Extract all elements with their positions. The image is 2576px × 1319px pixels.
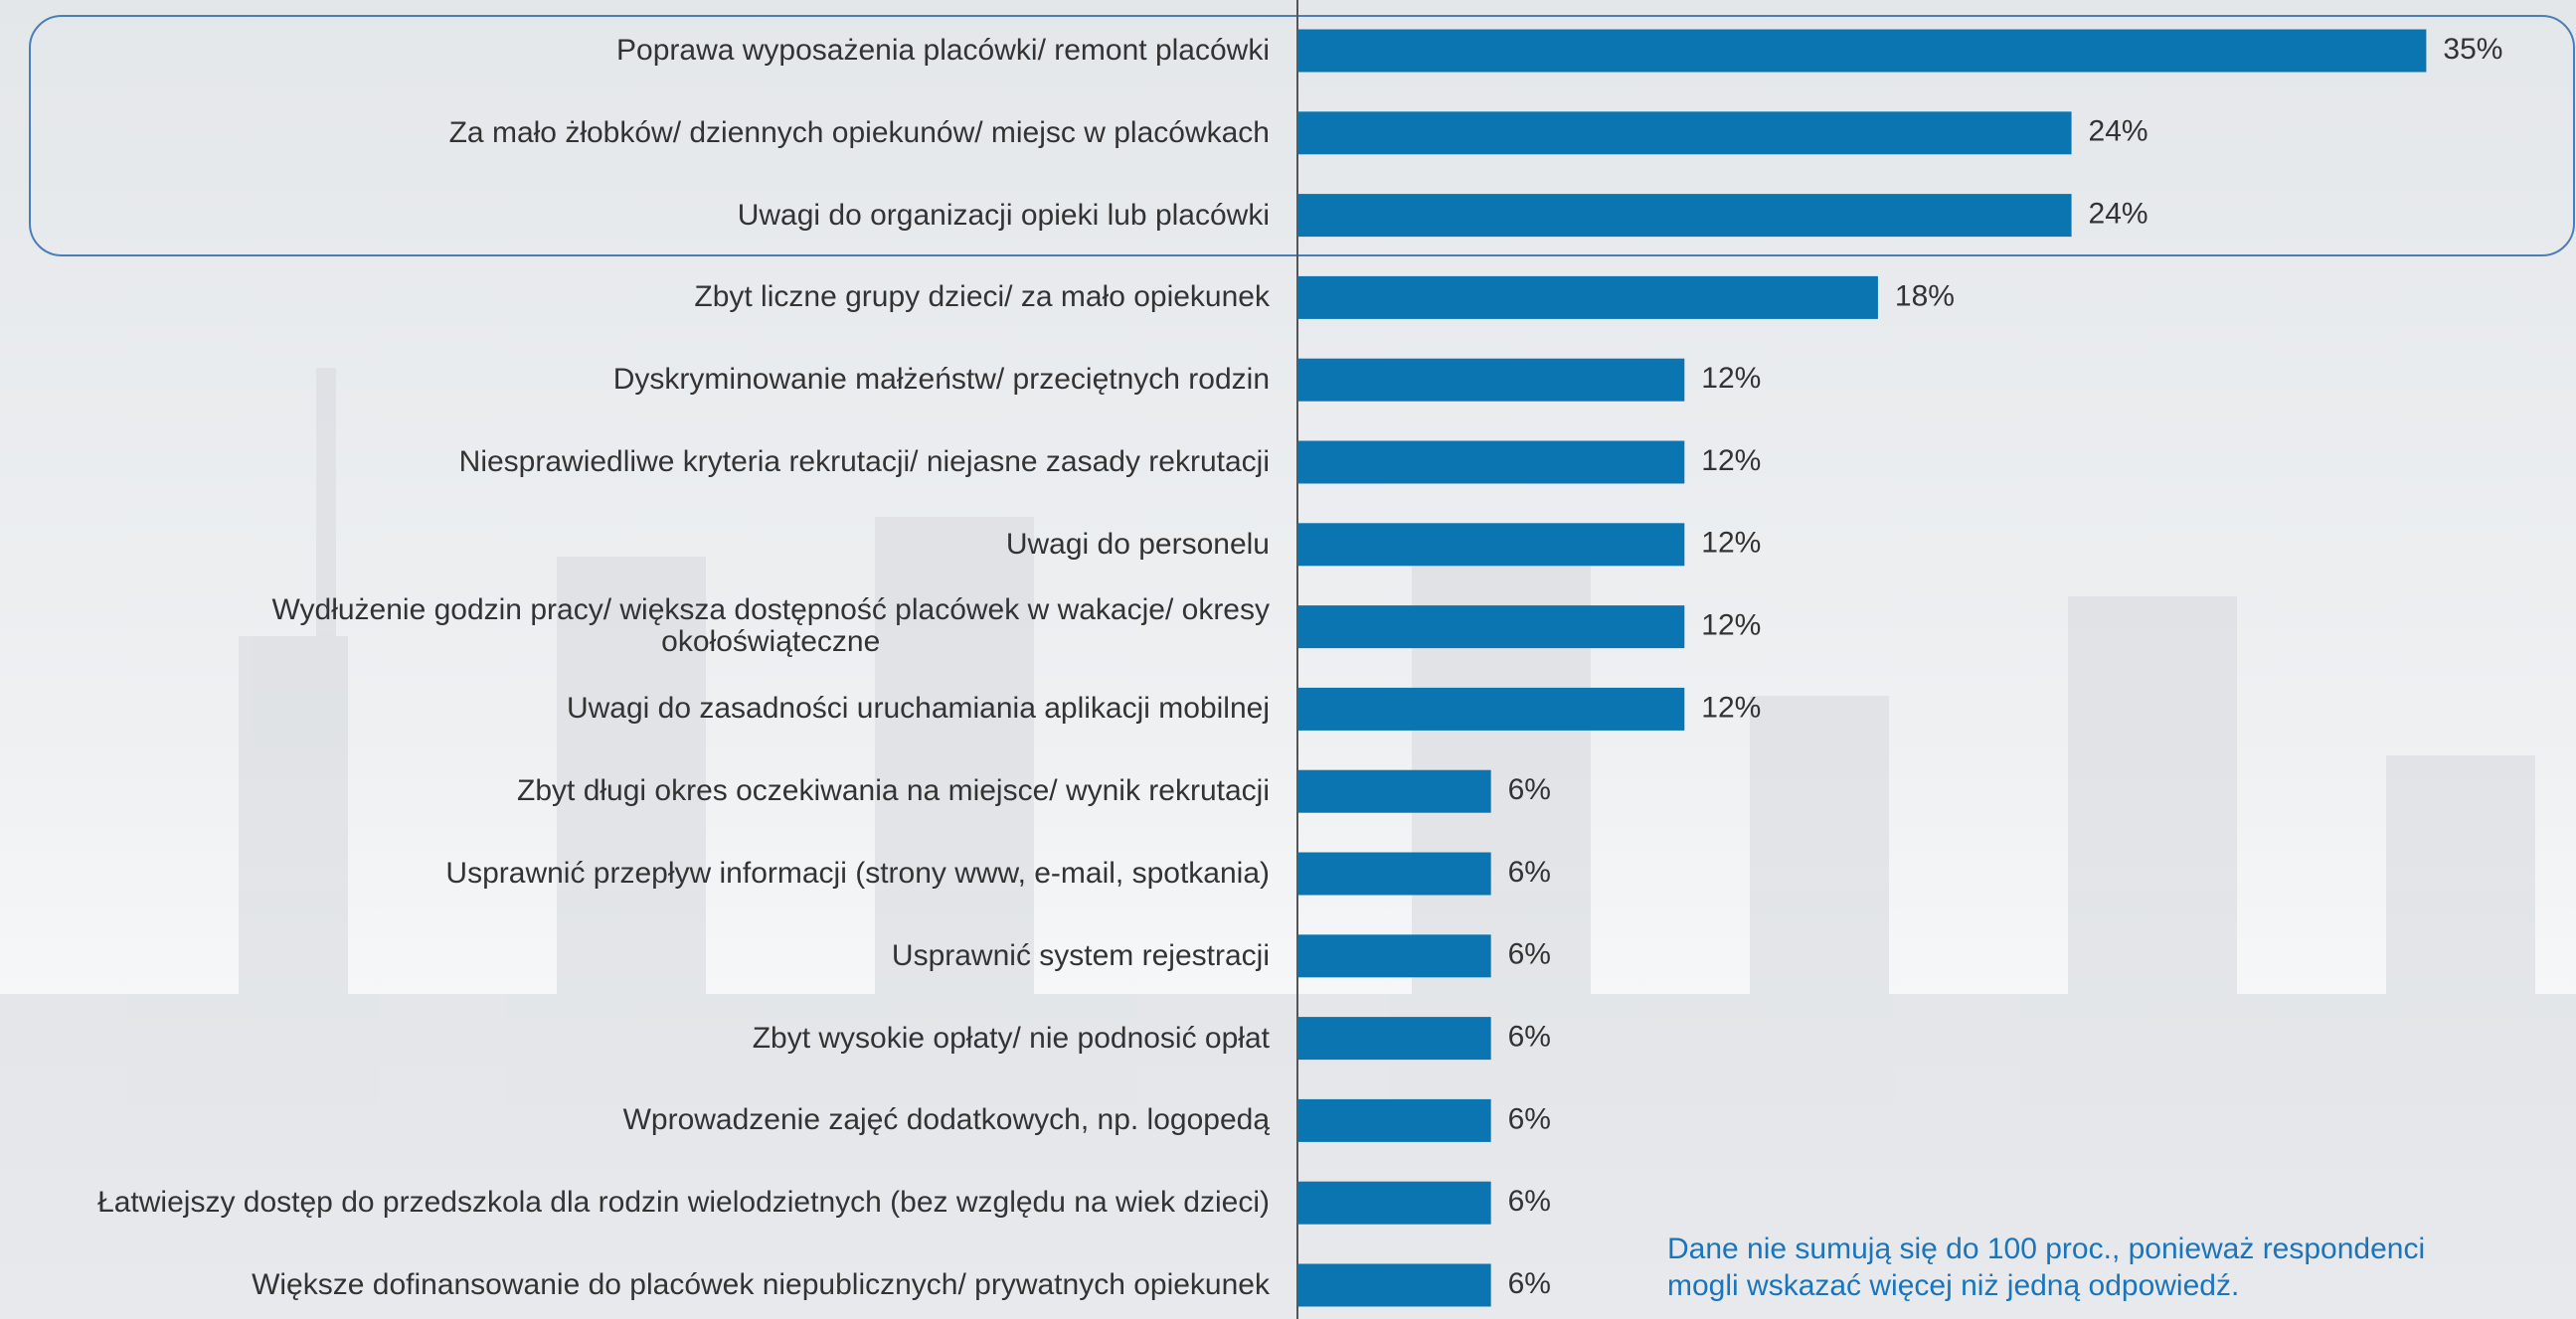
value-label: 6% bbox=[1508, 1185, 1551, 1218]
category-text: Niesprawiedliwe kryteria rekrutacji/ nie… bbox=[458, 445, 1270, 478]
skyline bbox=[0, 368, 2576, 1319]
value-label: 18% bbox=[1895, 279, 1955, 312]
category-text: Większe dofinansowanie do placówek niepu… bbox=[252, 1268, 1270, 1301]
category-text: Uwagi do organizacji opieki lub placówki bbox=[737, 198, 1270, 232]
value-label: 35% bbox=[2443, 33, 2502, 66]
highlight-box bbox=[29, 15, 2575, 256]
bar bbox=[1297, 358, 1685, 402]
category-text: Zbyt wysokie opłaty/ nie podnosić opłat bbox=[752, 1021, 1270, 1055]
category-label: Uwagi do zasadności uruchamiania aplikac… bbox=[567, 692, 1270, 726]
category-text: Wprowadzenie zajęć dodatkowych, np. logo… bbox=[622, 1103, 1270, 1137]
category-text: Wydłużenie godzin pracy/ większa dostępn… bbox=[271, 593, 1270, 659]
bar bbox=[1297, 1017, 1491, 1061]
bar bbox=[1297, 275, 1878, 319]
bar bbox=[1297, 194, 2072, 238]
category-label: Poprawa wyposażenia placówki/ remont pla… bbox=[616, 34, 1270, 68]
category-label: Niesprawiedliwe kryteria rekrutacji/ nie… bbox=[459, 445, 1270, 479]
category-text: Dyskryminowanie małżeństw/ przeciętnych … bbox=[612, 363, 1270, 397]
note: Dane nie sumują się do 100 proc., poniew… bbox=[1667, 1233, 2426, 1265]
category-label: Za mało żłobków/ dziennych opiekunów/ mi… bbox=[449, 116, 1270, 150]
bar bbox=[1297, 1181, 1491, 1225]
bar bbox=[1297, 1098, 1491, 1142]
category-label: Zbyt długi okres oczekiwania na miejsce/… bbox=[517, 774, 1270, 808]
category-text: Usprawnić przepływ informacji (strony ww… bbox=[445, 857, 1270, 890]
bar bbox=[1297, 605, 1685, 649]
category-label: Uwagi do personelu bbox=[1006, 528, 1270, 562]
value-label: 12% bbox=[1701, 444, 1761, 477]
value-label: 6% bbox=[1508, 1267, 1551, 1300]
value-label: 6% bbox=[1508, 856, 1551, 889]
category-text: Zbyt długi okres oczekiwania na miejsce/… bbox=[517, 774, 1270, 808]
category-text: Zbyt liczne grupy dzieci/ za mało opieku… bbox=[694, 280, 1270, 314]
bar bbox=[1297, 440, 1685, 484]
category-text: Uwagi do personelu bbox=[1005, 527, 1270, 561]
value-label: 12% bbox=[1701, 691, 1761, 724]
bar bbox=[1297, 852, 1491, 896]
value-label: 6% bbox=[1508, 1021, 1551, 1054]
value-label: 24% bbox=[2089, 198, 2148, 231]
value-label: 12% bbox=[1701, 609, 1761, 642]
category-label: Usprawnić system rejestracji bbox=[892, 939, 1270, 973]
bar bbox=[1297, 29, 2427, 73]
bar bbox=[1297, 769, 1491, 813]
value-label: 6% bbox=[1508, 938, 1551, 971]
value-label: 12% bbox=[1701, 527, 1761, 560]
value-label: 12% bbox=[1701, 362, 1761, 395]
bar bbox=[1297, 1263, 1491, 1307]
bar bbox=[1297, 523, 1685, 567]
category-label: Dyskryminowanie małżeństw/ przeciętnych … bbox=[613, 363, 1270, 397]
category-text: Poprawa wyposażenia placówki/ remont pla… bbox=[616, 34, 1270, 67]
category-text: Za mało żłobków/ dziennych opiekunów/ mi… bbox=[448, 115, 1270, 149]
category-label: Zbyt wysokie opłaty/ nie podnosić opłat bbox=[753, 1022, 1270, 1056]
category-label: Usprawnić przepływ informacji (strony ww… bbox=[445, 857, 1270, 891]
note: mogli wskazać więcej niż jedną odpowiedź… bbox=[1667, 1269, 2240, 1302]
value-label: 6% bbox=[1508, 773, 1551, 806]
category-text: Usprawnić system rejestracji bbox=[891, 938, 1270, 972]
category-text: Łatwiejszy dostęp do przedszkola dla rod… bbox=[97, 1186, 1270, 1220]
category-label: Wprowadzenie zajęć dodatkowych, np. logo… bbox=[623, 1103, 1270, 1137]
category-label: Zbyt liczne grupy dzieci/ za mało opieku… bbox=[694, 280, 1270, 314]
bar bbox=[1297, 934, 1491, 978]
category-label: Uwagi do organizacji opieki lub placówki bbox=[738, 199, 1270, 233]
category-text: Uwagi do zasadności uruchamiania aplikac… bbox=[566, 692, 1270, 726]
value-label: 6% bbox=[1508, 1102, 1551, 1135]
category-label: Łatwiejszy dostęp do przedszkola dla rod… bbox=[97, 1186, 1270, 1220]
bar bbox=[1297, 111, 2072, 155]
category-label: Większe dofinansowanie do placówek niepu… bbox=[252, 1268, 1270, 1302]
category-label: Wydłużenie godzin pracy/ większa dostępn… bbox=[271, 594, 1270, 659]
value-label: 24% bbox=[2089, 115, 2148, 148]
bar bbox=[1297, 687, 1685, 731]
